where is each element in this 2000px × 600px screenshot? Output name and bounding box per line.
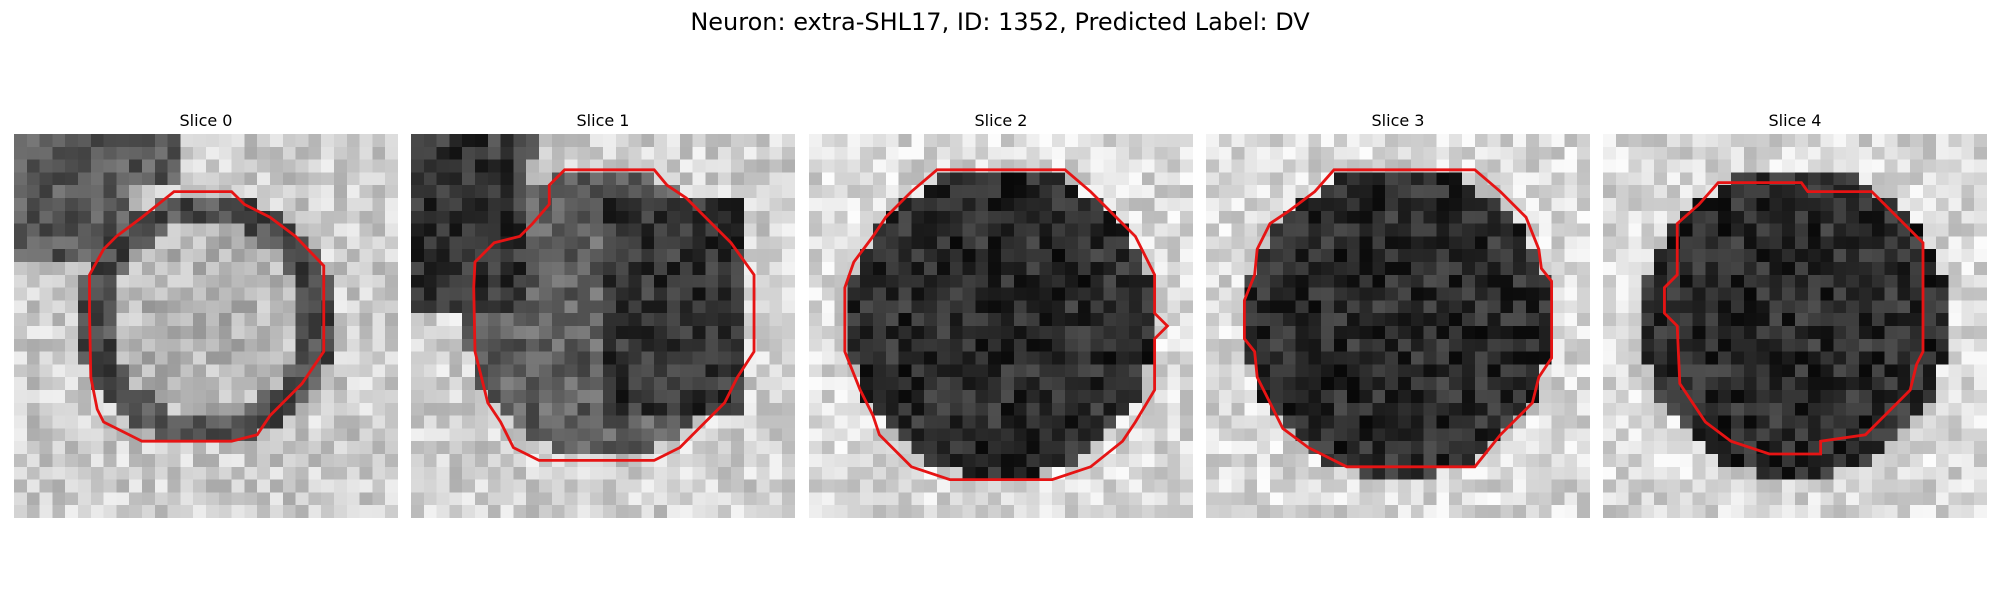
- figure-title: Neuron: extra-SHL17, ID: 1352, Predicted…: [690, 8, 1310, 36]
- slice-panel-4: Slice 4: [1603, 108, 1987, 518]
- slice-title: Slice 3: [1371, 111, 1425, 130]
- slice-title: Slice 0: [179, 111, 233, 130]
- segmentation-contour: [1242, 168, 1554, 469]
- slice-image: [809, 134, 1193, 518]
- segmentation-contour: [88, 190, 326, 443]
- slice-panel-3: Slice 3: [1206, 108, 1590, 518]
- slice-image: [1603, 134, 1987, 518]
- segmentation-contour: [472, 168, 756, 462]
- slice-panel-0: Slice 0: [14, 108, 398, 518]
- slice-image: [1206, 134, 1590, 518]
- slice-panel-2: Slice 2: [809, 108, 1193, 518]
- slice-image: [14, 134, 398, 518]
- slice-title: Slice 2: [974, 111, 1028, 130]
- segmentation-contour: [1663, 181, 1925, 456]
- slice-panel-1: Slice 1: [411, 108, 795, 518]
- slice-title: Slice 4: [1768, 111, 1822, 130]
- segmentation-contour: [843, 168, 1170, 482]
- slice-image: [411, 134, 795, 518]
- slice-title: Slice 1: [576, 111, 630, 130]
